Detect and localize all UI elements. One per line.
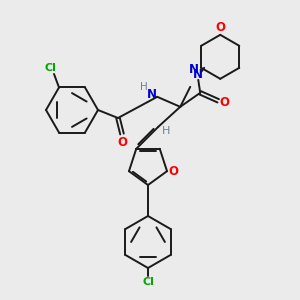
Text: N: N [147,88,157,101]
Text: O: O [117,136,127,148]
Text: O: O [168,165,178,178]
Text: Cl: Cl [142,277,154,287]
Text: O: O [215,21,225,34]
Text: H: H [162,126,170,136]
Text: O: O [219,96,229,109]
Text: H: H [140,82,148,92]
Text: N: N [189,63,199,76]
Text: Cl: Cl [44,63,56,73]
Text: N: N [193,68,203,81]
